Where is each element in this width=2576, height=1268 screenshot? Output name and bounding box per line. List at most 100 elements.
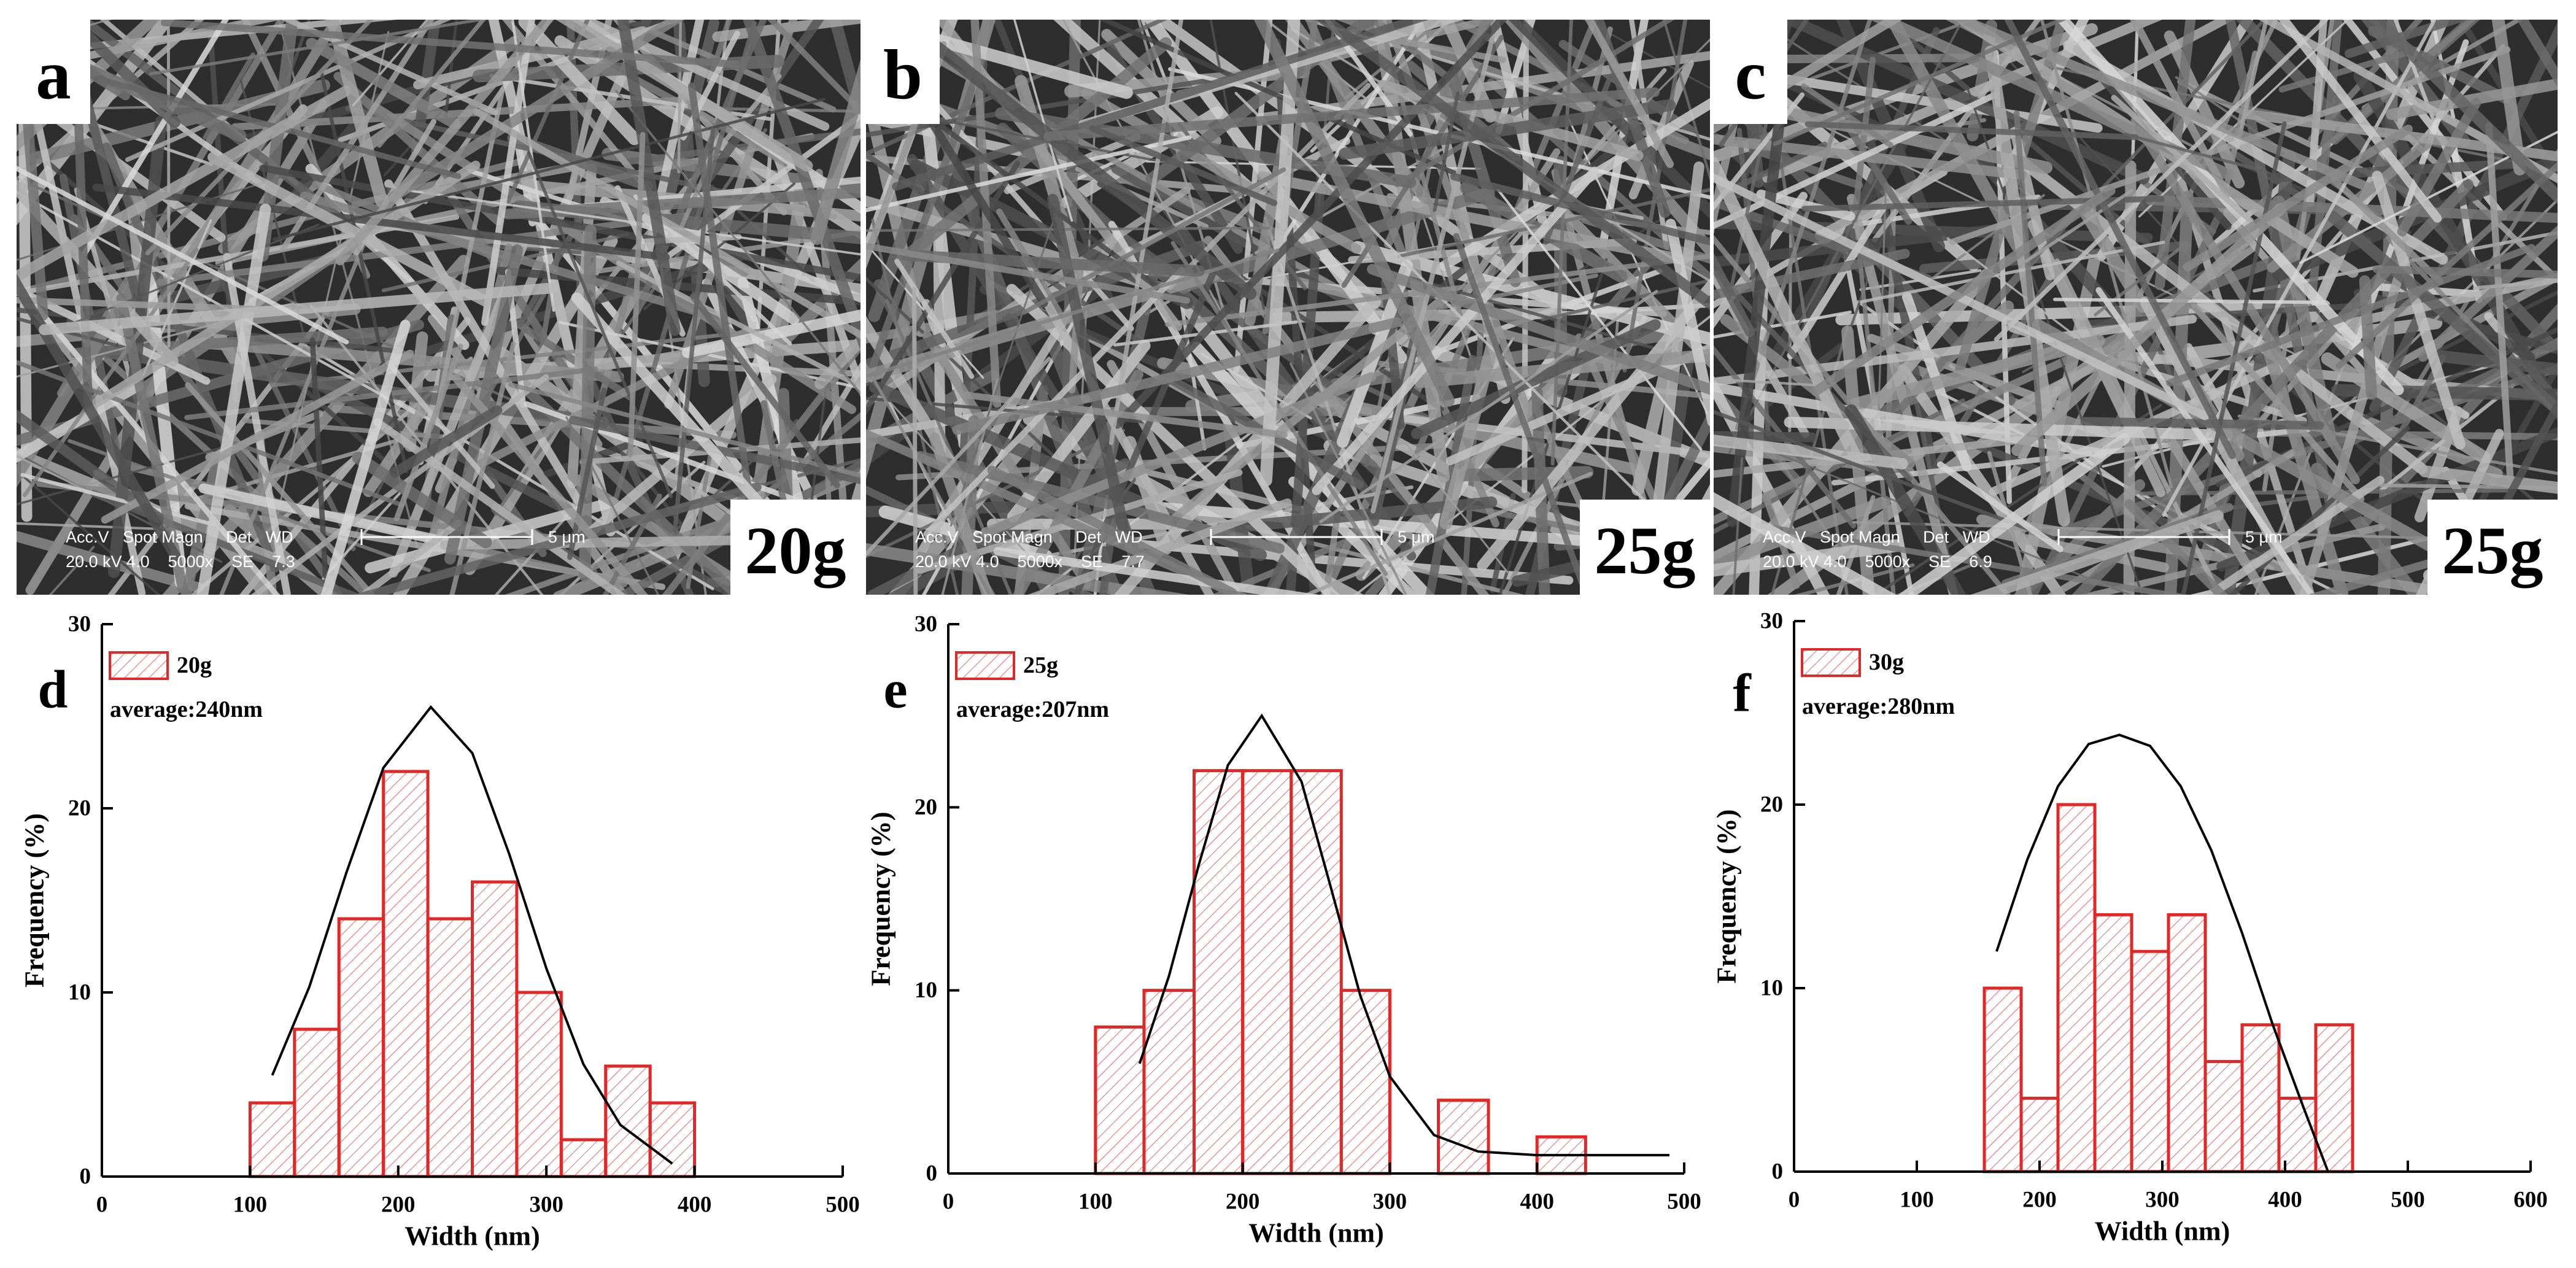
fiber xyxy=(941,378,999,595)
fiber xyxy=(866,160,1021,416)
fiber xyxy=(1261,123,1646,433)
annotation: average:280nm xyxy=(1802,694,1955,719)
scale-bar-label: 5 μm xyxy=(548,528,586,546)
fiber xyxy=(866,53,987,381)
fiber xyxy=(992,20,1117,309)
fiber xyxy=(2516,20,2558,87)
fiber xyxy=(388,20,685,203)
fiber xyxy=(1714,91,2000,230)
fiber xyxy=(1754,522,2188,595)
fiber xyxy=(808,377,829,520)
fiber xyxy=(1727,98,1787,527)
fiber xyxy=(20,473,215,527)
fiber xyxy=(1027,498,1292,595)
fiber xyxy=(680,30,740,141)
fiber xyxy=(1315,20,1710,311)
fiber xyxy=(2164,135,2315,595)
fiber xyxy=(17,20,282,75)
x-tick-label: 0 xyxy=(943,1189,954,1215)
panel-label: d xyxy=(38,660,68,720)
fiber xyxy=(2330,176,2444,285)
bar xyxy=(2093,913,2133,1173)
fiber xyxy=(2456,20,2558,186)
fiber xyxy=(1776,20,2150,185)
fiber xyxy=(1749,257,1770,595)
y-tick-label: 0 xyxy=(926,1161,938,1186)
panel-label: e xyxy=(883,660,907,720)
x-tick-label: 0 xyxy=(1789,1188,1800,1213)
panel-label: c xyxy=(1735,36,1766,114)
sem-image xyxy=(17,20,861,595)
fiber xyxy=(915,450,1285,554)
bar xyxy=(382,770,430,1178)
y-tick-label: 30 xyxy=(1760,609,1783,634)
fiber xyxy=(17,190,416,414)
fiber xyxy=(17,360,404,508)
x-tick-label: 300 xyxy=(529,1193,563,1218)
fiber xyxy=(1732,457,1744,595)
fiber xyxy=(2272,152,2558,282)
fiber xyxy=(960,391,1288,439)
fiber xyxy=(1113,20,1507,429)
sample-box xyxy=(1580,500,1710,595)
bar xyxy=(1437,1099,1490,1175)
fiber xyxy=(17,241,162,488)
fiber xyxy=(567,387,607,560)
fiber xyxy=(1022,167,1286,315)
x-tick-label: 200 xyxy=(1226,1189,1260,1215)
fiber xyxy=(514,320,634,401)
fiber xyxy=(373,418,626,595)
fiber xyxy=(389,405,503,478)
fiber xyxy=(384,179,587,514)
legend-swatch xyxy=(1801,648,1861,677)
sem-image xyxy=(1714,20,2558,595)
fiber xyxy=(273,98,826,241)
fit-curve xyxy=(1138,713,1670,1157)
bar xyxy=(2130,949,2170,1173)
fiber xyxy=(1496,188,1703,451)
fiber xyxy=(259,164,861,282)
fiber xyxy=(2372,171,2466,450)
info-line: 20.0 kV 4.0 5000x SE 7.3 xyxy=(66,552,295,571)
x-tick-label: 300 xyxy=(1373,1189,1407,1215)
fiber xyxy=(1801,83,1893,148)
fiber xyxy=(2278,20,2442,223)
fiber xyxy=(866,374,1030,557)
fiber xyxy=(335,20,554,266)
fiber xyxy=(1047,193,1131,543)
fiber xyxy=(665,112,861,259)
fiber xyxy=(39,282,559,336)
x-axis-title: Width (nm) xyxy=(1248,1218,1383,1248)
fiber xyxy=(1450,172,1710,245)
fiber xyxy=(1787,203,1887,360)
fiber xyxy=(2024,188,2133,263)
bar xyxy=(337,917,385,1178)
fiber xyxy=(180,458,222,595)
fiber xyxy=(149,20,490,75)
fiber xyxy=(2124,133,2267,173)
fiber xyxy=(92,184,670,261)
fiber xyxy=(1970,510,2224,595)
info-line: Acc.V Spot Magn Det WD xyxy=(66,528,293,546)
fiber xyxy=(1013,20,1073,222)
y-tick-label: 10 xyxy=(915,978,937,1003)
fiber xyxy=(1323,509,1341,595)
fiber xyxy=(2191,303,2365,503)
fiber xyxy=(614,89,861,396)
legend-label: 30g xyxy=(1869,649,1904,675)
x-tick-label: 200 xyxy=(2022,1188,2057,1213)
bar xyxy=(426,917,474,1178)
bar xyxy=(1982,986,2023,1173)
fiber xyxy=(574,20,830,131)
fiber xyxy=(1898,433,2130,595)
x-tick-label: 100 xyxy=(1078,1189,1113,1215)
sample-label: 25g xyxy=(1595,513,1696,588)
y-axis-title: Frequency (%) xyxy=(866,812,896,986)
fiber xyxy=(473,108,861,339)
fiber xyxy=(894,258,975,379)
fiber xyxy=(1018,255,1215,595)
legend-swatch xyxy=(955,651,1015,680)
legend-swatch xyxy=(109,651,169,680)
fiber xyxy=(1397,188,1710,258)
